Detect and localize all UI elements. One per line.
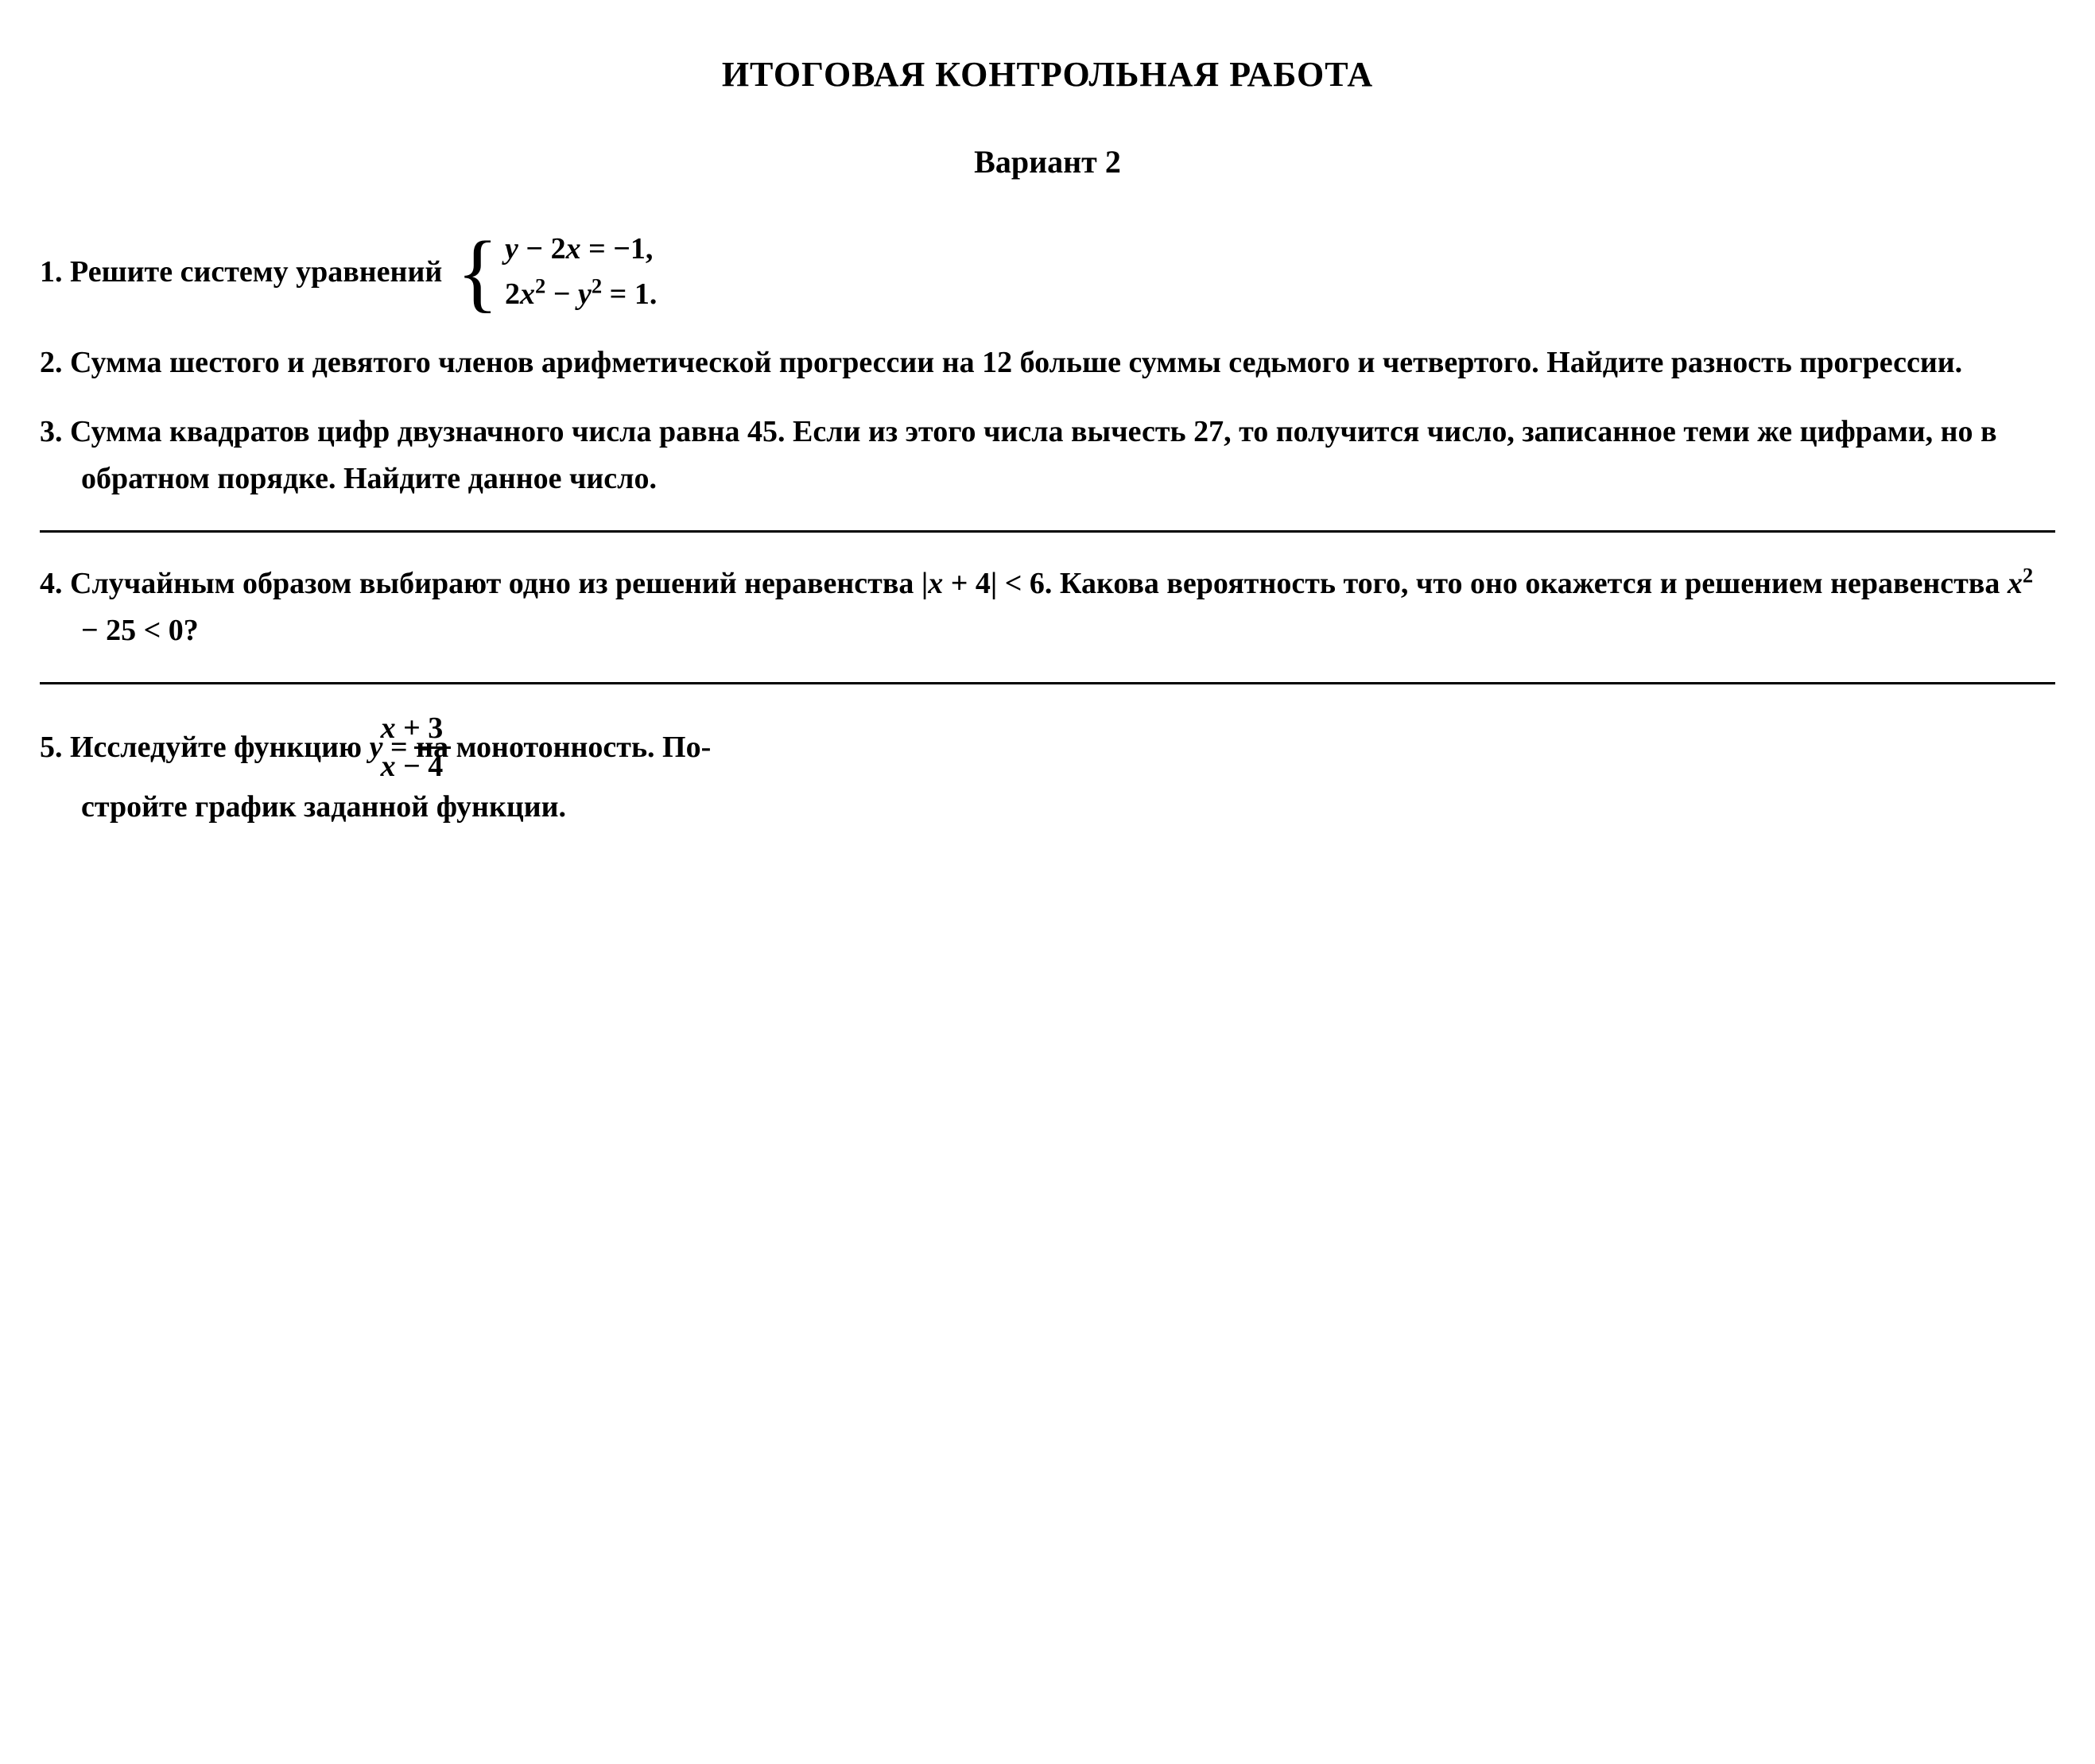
problem-4-text-c: − 25 < 0?: [81, 614, 199, 647]
equation-1: y − 2x = −1,: [505, 227, 657, 272]
problem-1-text: Решите систему уравнений: [70, 255, 442, 289]
problem-3: 3. Сумма квадратов цифр двузначного числ…: [40, 409, 2055, 502]
equation-system: { y − 2x = −1, 2x2 − y2 = 1.: [456, 227, 657, 317]
problem-4-sup2: 2: [2023, 563, 2033, 587]
problem-5-text-b: на монотонность. По-: [457, 724, 711, 771]
problem-4-number: 4.: [40, 567, 63, 600]
page-title: ИТОГОВАЯ КОНТРОЛЬНАЯ РАБОТА: [40, 48, 2055, 102]
problem-5: 5. Исследуйте функцию y = x + 3 x − 4 на…: [40, 712, 2055, 831]
problem-2-text: Сумма шестого и девятого членов арифмети…: [70, 346, 1962, 379]
problem-3-text: Сумма квадратов цифр двузначного числа р…: [70, 415, 1997, 495]
problem-4-var1: x: [928, 567, 943, 600]
variant-subtitle: Вариант 2: [40, 138, 2055, 187]
problem-2: 2. Сумма шестого и девятого членов арифм…: [40, 339, 2055, 386]
problem-4-text-a: Случайным образом выбирают одно из решен…: [70, 567, 928, 600]
equation-2: 2x2 − y2 = 1.: [505, 272, 657, 317]
problem-1-number: 1.: [40, 255, 63, 289]
problem-5-text-c: стройте график заданной функции.: [81, 784, 2055, 831]
problem-4: 4. Случайным образом выбирают одно из ре…: [40, 560, 2055, 654]
problem-4-text-b: + 4| < 6. Какова вероятность того, что о…: [943, 567, 2008, 600]
divider-1: [40, 530, 2055, 533]
problem-5-text-a: Исследуйте функцию: [70, 731, 370, 764]
problem-2-number: 2.: [40, 346, 63, 379]
left-brace-icon: {: [456, 228, 499, 316]
problem-1: 1. Решите систему уравнений { y − 2x = −…: [40, 227, 2055, 317]
problem-4-var2: x: [2008, 567, 2023, 600]
problem-5-number: 5.: [40, 731, 63, 764]
divider-2: [40, 682, 2055, 684]
problem-3-number: 3.: [40, 415, 63, 448]
